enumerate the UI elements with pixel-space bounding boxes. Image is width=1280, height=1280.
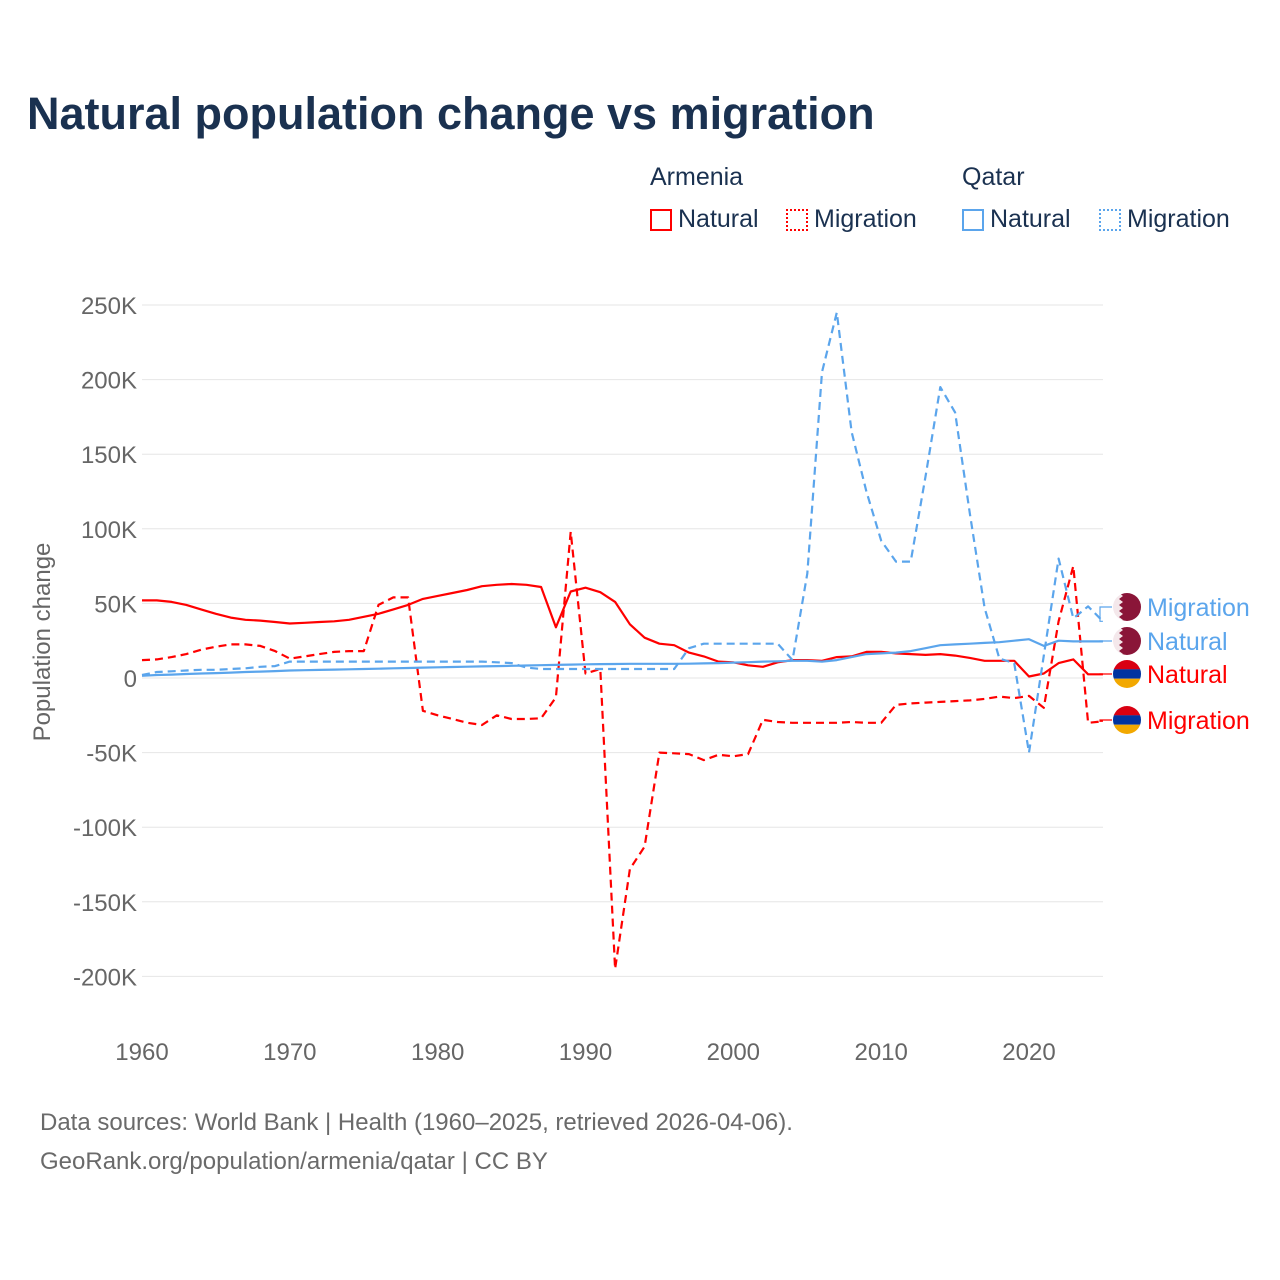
x-tick-label: 1960 <box>115 1039 168 1066</box>
armenia-flag-icon <box>1113 660 1141 688</box>
flag-stripe <box>1113 706 1141 716</box>
legend-qatar-natural[interactable]: Natural <box>962 205 1071 234</box>
qatar-flag-icon <box>1113 627 1141 655</box>
armenia-flag-icon <box>1113 706 1141 734</box>
qatar-flag-icon <box>1113 593 1141 621</box>
y-tick-label: 200K <box>81 368 137 395</box>
y-tick-label: 100K <box>81 517 137 544</box>
legend-label: Migration <box>1127 205 1230 233</box>
y-tick-label: 50K <box>94 591 137 618</box>
y-tick-label: 150K <box>81 442 137 469</box>
x-tick-label: 1990 <box>559 1039 612 1066</box>
legend-qatar-migration[interactable]: Migration <box>1099 205 1230 234</box>
legend-label: Natural <box>990 205 1071 233</box>
series-line-qatar-natural <box>141 638 1103 677</box>
y-tick-label: -50K <box>86 741 137 768</box>
flag-serration <box>1113 593 1123 621</box>
series-line-qatar-migration <box>141 311 1104 754</box>
chart-title: Natural population change vs migration <box>27 88 875 139</box>
footer-url[interactable]: GeoRank.org/population/armenia/qatar | C… <box>40 1148 548 1175</box>
legend-swatch-dotted <box>1099 208 1121 231</box>
y-tick-label: 250K <box>81 293 137 320</box>
end-label-connector <box>1099 606 1112 622</box>
legend-label: Natural <box>678 205 759 233</box>
legend-swatch-solid <box>650 208 672 231</box>
y-tick-label: -200K <box>73 964 137 991</box>
flag-stripe <box>1113 724 1141 734</box>
x-tick-label: 2010 <box>854 1039 907 1066</box>
flag-stripe <box>1113 669 1141 679</box>
legend-swatch-solid <box>962 208 984 231</box>
series-line-armenia-migration <box>141 530 1104 970</box>
legend-group-armenia: Armenia <box>650 163 744 191</box>
end-label-qatar-migration: Migration <box>1147 594 1250 622</box>
series-line-armenia-natural <box>142 582 1103 678</box>
end-label-qatar-natural: Natural <box>1147 628 1228 656</box>
x-tick-label: 2020 <box>1002 1039 1055 1066</box>
legend-swatch-dotted <box>786 208 808 231</box>
end-label-armenia-natural: Natural <box>1147 661 1228 689</box>
legend-armenia-natural[interactable]: Natural <box>650 205 759 234</box>
y-tick-label: -100K <box>73 815 137 842</box>
x-tick-label: 2000 <box>707 1039 760 1066</box>
x-tick-label: 1980 <box>411 1039 464 1066</box>
flag-serration <box>1113 627 1123 655</box>
y-tick-label: -150K <box>73 890 137 917</box>
end-label-connector <box>1099 719 1112 722</box>
legend-group-qatar: Qatar <box>962 163 1025 191</box>
y-tick-label: 0 <box>124 666 137 693</box>
y-axis-label: Population change <box>29 543 56 742</box>
legend-armenia-migration[interactable]: Migration <box>786 205 917 234</box>
flag-stripe <box>1113 678 1141 688</box>
footer-sources: Data sources: World Bank | Health (1960–… <box>40 1109 793 1136</box>
flag-stripe <box>1113 660 1141 670</box>
x-tick-label: 1970 <box>263 1039 316 1066</box>
end-label-armenia-migration: Migration <box>1147 707 1250 735</box>
legend-label: Migration <box>814 205 917 233</box>
flag-stripe <box>1113 715 1141 725</box>
